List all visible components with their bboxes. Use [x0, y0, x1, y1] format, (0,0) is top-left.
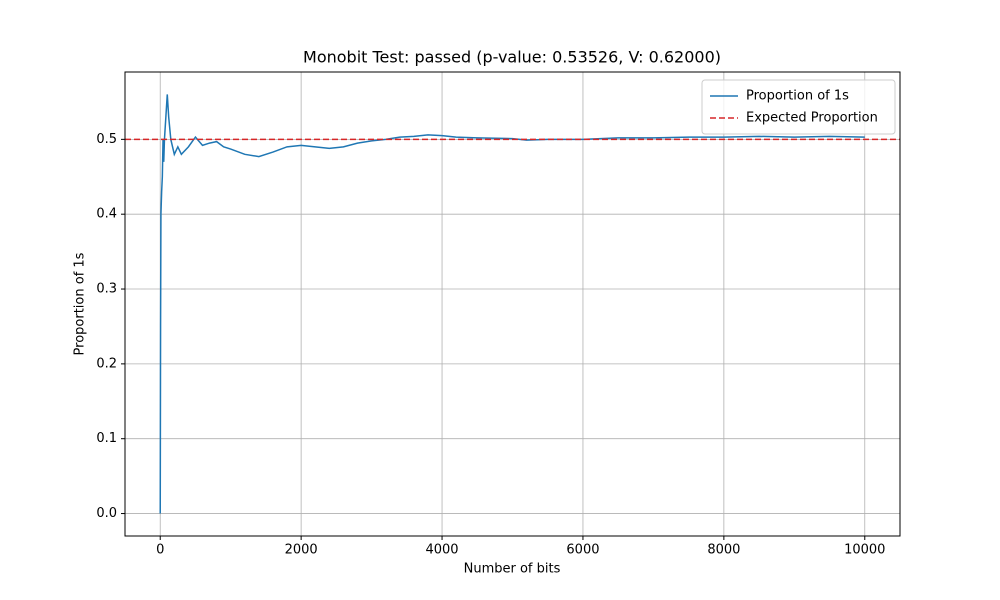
- x-tick-label: 2000: [285, 543, 318, 558]
- y-tick-label: 0.4: [96, 207, 117, 222]
- y-tick-label: 0.5: [96, 132, 117, 147]
- x-tick-label: 6000: [566, 543, 599, 558]
- y-tick-label: 0.2: [96, 356, 117, 371]
- y-tick-label: 0.3: [96, 282, 117, 297]
- x-tick-label: 8000: [707, 543, 740, 558]
- y-tick-label: 0.1: [96, 431, 117, 446]
- x-tick-label: 10000: [844, 543, 885, 558]
- data-line: [159, 94, 865, 514]
- y-tick-label: 0.0: [96, 506, 117, 521]
- axes-frame: [124, 71, 901, 537]
- x-tick-label: 4000: [425, 543, 458, 558]
- legend-label: Expected Proportion: [746, 111, 878, 126]
- x-tick-label: 0: [156, 543, 164, 558]
- chart-title: Monobit Test: passed (p-value: 0.53526, …: [303, 48, 721, 67]
- legend-box: [701, 79, 896, 135]
- legend-label: Proportion of 1s: [746, 89, 849, 104]
- x-axis-label: Number of bits: [464, 562, 561, 577]
- y-axis-label: Proportion of 1s: [73, 252, 88, 355]
